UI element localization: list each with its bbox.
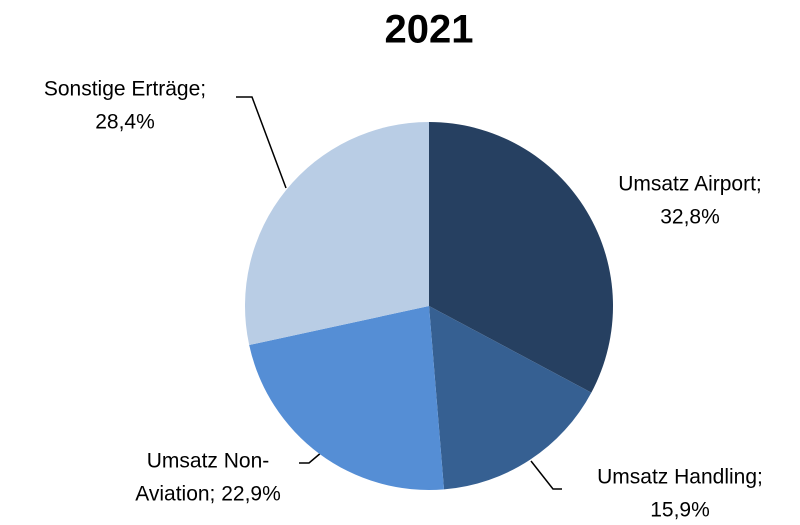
pie-slice <box>244 122 429 346</box>
data-label: Umsatz Handling; <box>597 466 763 489</box>
pie-slice <box>429 122 614 393</box>
pie-slice <box>429 306 592 490</box>
leader-line <box>530 460 562 490</box>
data-label: 28,4% <box>95 111 155 134</box>
data-label: Aviation; 22,9% <box>135 483 281 506</box>
pie-slice <box>249 306 445 490</box>
data-label: Umsatz Airport; <box>618 173 762 196</box>
leader-line <box>299 451 323 464</box>
data-label: Sonstige Erträge; <box>44 78 206 101</box>
data-label: Umsatz Non- <box>147 450 270 473</box>
chart-title: 2021 <box>385 8 474 52</box>
data-label: 32,8% <box>660 206 720 229</box>
data-label: 15,9% <box>650 499 710 522</box>
leader-line <box>236 96 287 189</box>
